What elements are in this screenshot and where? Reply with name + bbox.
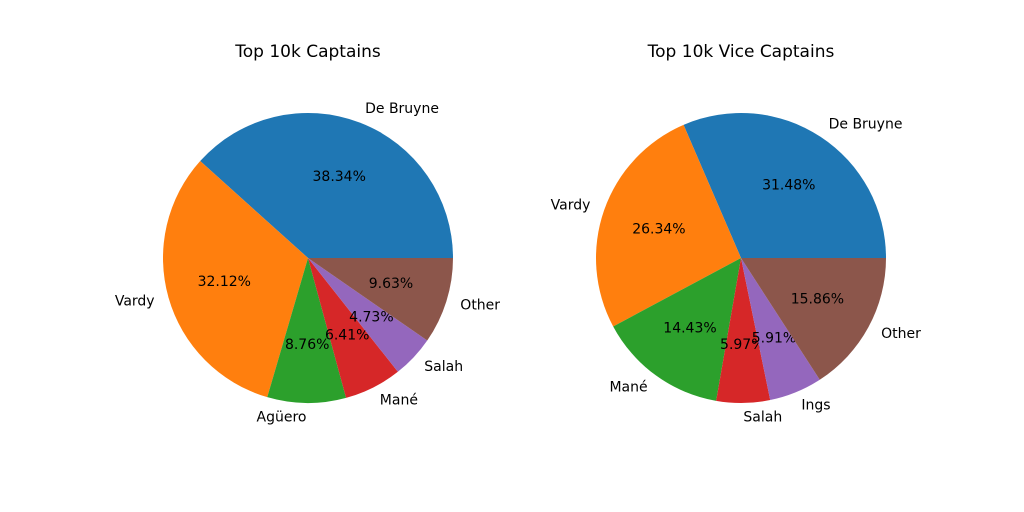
pct-label-mane: 6.41%	[325, 328, 369, 344]
pie-slice-de-bruyne	[200, 113, 453, 258]
pct-label-de-bruyne: 31.48%	[762, 177, 815, 193]
pct-label-aguero: 8.76%	[285, 337, 329, 353]
slice-label-other: Other	[460, 298, 500, 314]
pct-label-vardy: 32.12%	[198, 274, 251, 290]
slice-label-mane: Mané	[609, 379, 647, 395]
chart-title-vice-captains: Top 10k Vice Captains	[647, 42, 835, 62]
slice-label-aguero: Agüero	[257, 410, 307, 426]
pct-label-mane: 14.43%	[663, 321, 716, 337]
pie-slice-aguero	[267, 258, 347, 403]
pie-chart-captains: Top 10k Captains De Bruyne 38.34% Vardy 32.…	[115, 42, 500, 426]
slice-label-ings: Ings	[801, 398, 830, 414]
pie-slice-salah	[716, 258, 771, 403]
pie-slice-other	[741, 258, 886, 380]
slice-label-de-bruyne: De Bruyne	[829, 117, 903, 133]
slice-label-other: Other	[881, 326, 921, 342]
pie-slice-salah	[308, 258, 428, 372]
slice-label-vardy: Vardy	[115, 294, 155, 310]
slice-label-salah: Salah	[424, 359, 463, 375]
pie-slice-mane	[308, 258, 398, 398]
pct-label-other: 9.63%	[369, 276, 413, 292]
slice-label-mane: Mané	[380, 392, 418, 408]
pct-label-ings: 5.91%	[752, 331, 796, 347]
pct-label-salah: 4.73%	[349, 310, 393, 326]
pct-label-other: 15.86%	[791, 292, 844, 308]
pct-label-vardy: 26.34%	[632, 221, 685, 237]
slice-label-vardy: Vardy	[551, 197, 591, 213]
chart-title-captains: Top 10k Captains	[234, 42, 381, 62]
pie-slice-vardy	[595, 124, 741, 327]
pie-slice-other	[308, 258, 453, 341]
pie-slice-vardy	[163, 161, 308, 398]
pie-slice-ings	[741, 258, 820, 401]
pct-label-de-bruyne: 38.34%	[313, 169, 366, 185]
pct-label-salah: 5.97%	[720, 337, 764, 353]
pie-slice-de-bruyne	[683, 112, 886, 258]
pie-slice-mane	[613, 258, 741, 401]
pie-chart-vice-captains: Top 10k Vice Captains De Bruyne 31.48% Var…	[551, 42, 921, 426]
slice-label-salah: Salah	[743, 410, 782, 426]
slice-label-de-bruyne: De Bruyne	[365, 101, 439, 117]
